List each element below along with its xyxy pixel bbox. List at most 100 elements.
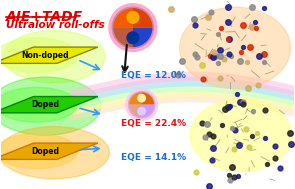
Point [238, 59, 242, 62]
Point [251, 109, 255, 112]
Point [225, 37, 230, 40]
Circle shape [138, 94, 145, 102]
Circle shape [126, 89, 158, 120]
Point [207, 132, 212, 136]
Point [261, 6, 266, 9]
Point [252, 20, 257, 23]
Point [247, 145, 251, 148]
Point [240, 102, 245, 105]
Point [219, 123, 224, 126]
Text: Doped: Doped [31, 147, 59, 156]
Ellipse shape [0, 134, 77, 169]
Point [288, 142, 293, 145]
Point [278, 166, 282, 169]
Wedge shape [129, 92, 142, 118]
Point [213, 54, 218, 57]
Wedge shape [112, 7, 133, 48]
Point [254, 27, 258, 30]
Ellipse shape [0, 77, 101, 135]
Point [192, 18, 196, 21]
Point [236, 144, 241, 147]
Point [288, 132, 292, 135]
Point [273, 145, 278, 148]
Point [222, 108, 227, 111]
Point [193, 23, 197, 26]
Point [235, 93, 240, 96]
Point [262, 109, 267, 112]
Point [227, 174, 232, 177]
Ellipse shape [0, 87, 77, 122]
Point [236, 175, 240, 178]
Polygon shape [0, 47, 98, 63]
Text: Non-doped: Non-doped [22, 51, 69, 60]
Text: EQE = 14.1%: EQE = 14.1% [121, 153, 186, 162]
Wedge shape [112, 28, 153, 48]
Point [245, 60, 250, 64]
Text: AIE+TADF: AIE+TADF [6, 10, 83, 24]
Text: EQE = 12.0%: EQE = 12.0% [121, 71, 186, 80]
Wedge shape [129, 105, 155, 118]
Ellipse shape [0, 126, 109, 179]
Wedge shape [129, 92, 155, 105]
Point [263, 136, 267, 139]
Point [227, 53, 232, 56]
Point [180, 59, 185, 62]
Point [250, 26, 254, 29]
Point [207, 184, 212, 187]
Point [230, 127, 234, 130]
Circle shape [127, 12, 139, 23]
Point [226, 37, 231, 40]
Point [216, 61, 220, 64]
Text: Ultralow roll-offs: Ultralow roll-offs [6, 20, 104, 30]
Point [229, 54, 234, 57]
Point [211, 55, 215, 58]
Point [209, 158, 214, 161]
Point [218, 54, 222, 57]
Point [216, 32, 221, 35]
Point [240, 101, 245, 104]
Point [202, 135, 207, 138]
Point [201, 78, 206, 81]
Point [232, 147, 236, 150]
Ellipse shape [0, 38, 77, 73]
Point [225, 20, 230, 23]
Point [238, 100, 243, 103]
Point [246, 86, 251, 89]
Point [204, 122, 209, 125]
Point [211, 135, 216, 138]
Point [208, 10, 213, 13]
Point [218, 77, 223, 80]
Point [206, 15, 210, 18]
Point [240, 23, 245, 26]
Point [176, 74, 181, 77]
Point [257, 54, 261, 57]
Ellipse shape [180, 7, 291, 89]
Point [195, 56, 199, 59]
Point [218, 48, 222, 51]
Point [256, 84, 260, 87]
Point [219, 27, 224, 30]
Point [227, 105, 232, 108]
Point [273, 156, 278, 159]
Point [233, 128, 237, 131]
Text: EQE = 22.4%: EQE = 22.4% [121, 119, 186, 128]
Circle shape [138, 108, 145, 115]
Point [211, 146, 216, 149]
Point [232, 175, 236, 178]
Point [249, 134, 254, 137]
Point [265, 163, 270, 166]
Point [225, 105, 230, 108]
Point [199, 64, 204, 67]
Point [207, 55, 212, 58]
Point [261, 52, 266, 55]
Text: Doped: Doped [31, 100, 59, 109]
Wedge shape [112, 7, 153, 28]
Point [226, 5, 231, 9]
Point [212, 50, 216, 53]
Polygon shape [0, 97, 98, 113]
Point [222, 58, 227, 61]
Circle shape [109, 4, 157, 51]
Point [194, 171, 198, 174]
Point [168, 8, 173, 11]
Point [228, 178, 232, 181]
